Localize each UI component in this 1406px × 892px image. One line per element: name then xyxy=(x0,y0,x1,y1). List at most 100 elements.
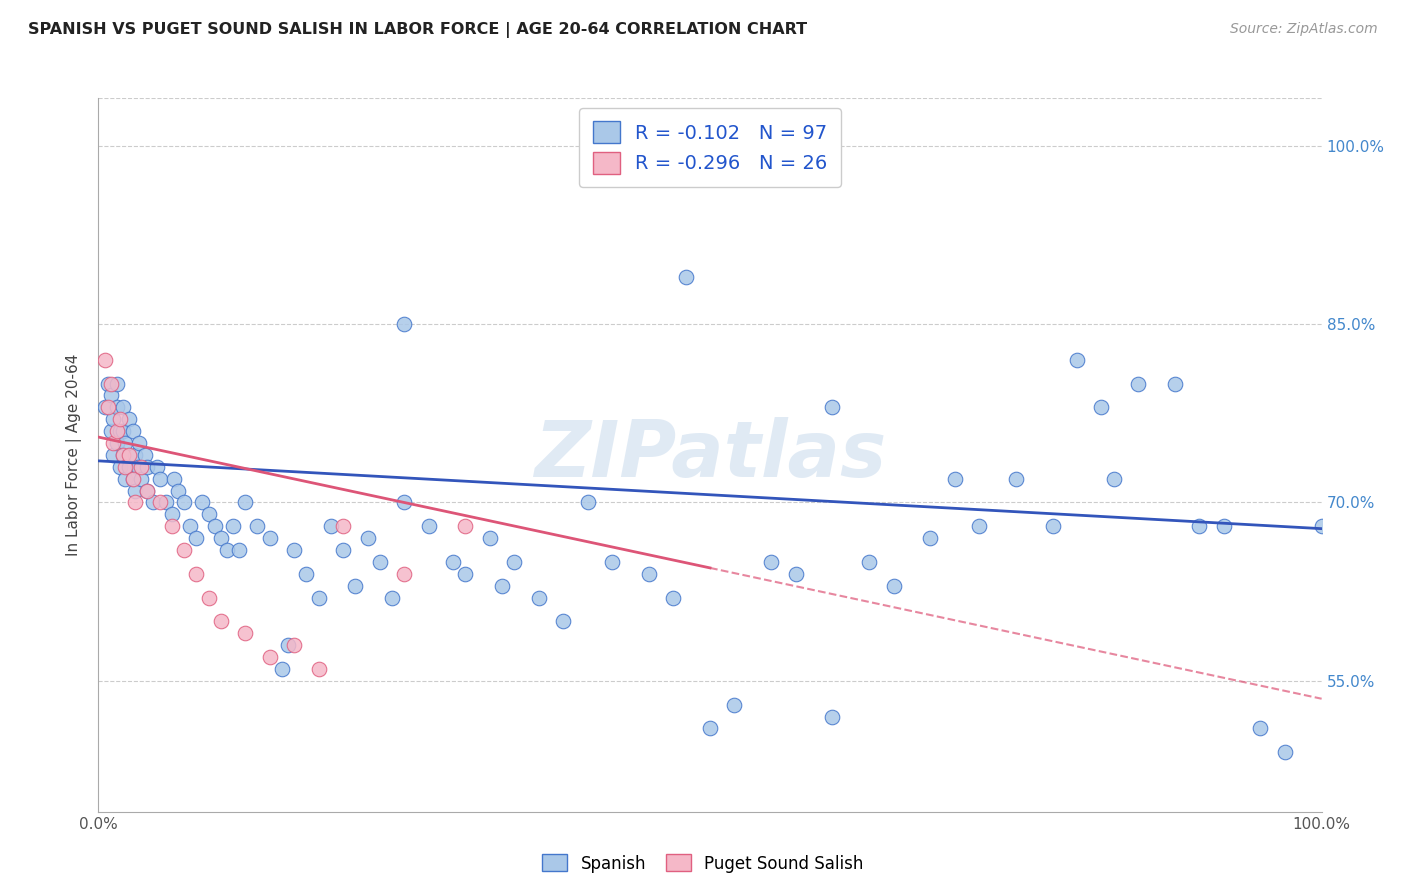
Point xyxy=(270,662,294,676)
Point xyxy=(209,531,232,545)
Point xyxy=(186,531,208,545)
Point xyxy=(943,472,966,486)
Point xyxy=(319,519,342,533)
Point xyxy=(134,448,156,462)
Point xyxy=(883,579,905,593)
Point xyxy=(100,376,122,391)
Point xyxy=(308,662,330,676)
Point xyxy=(191,495,214,509)
Point xyxy=(121,424,143,438)
Point xyxy=(283,638,305,652)
Point xyxy=(1164,376,1187,391)
Point xyxy=(110,412,132,426)
Point xyxy=(100,388,122,402)
Point xyxy=(118,448,141,462)
Point xyxy=(222,519,245,533)
Point xyxy=(163,472,186,486)
Point xyxy=(392,566,416,581)
Point xyxy=(233,495,256,509)
Point xyxy=(356,531,378,545)
Point xyxy=(105,424,128,438)
Point xyxy=(785,566,807,581)
Point xyxy=(186,566,208,581)
Point xyxy=(821,401,844,415)
Point xyxy=(114,472,136,486)
Point xyxy=(160,519,183,533)
Point xyxy=(1274,745,1296,759)
Point xyxy=(101,436,124,450)
Point xyxy=(100,424,122,438)
Point xyxy=(110,459,132,474)
Point xyxy=(149,495,172,509)
Point xyxy=(1310,519,1333,533)
Point xyxy=(308,591,330,605)
Point xyxy=(124,495,146,509)
Text: SPANISH VS PUGET SOUND SALISH IN LABOR FORCE | AGE 20-64 CORRELATION CHART: SPANISH VS PUGET SOUND SALISH IN LABOR F… xyxy=(28,22,807,38)
Point xyxy=(105,436,128,450)
Point xyxy=(197,591,219,605)
Point xyxy=(173,543,195,558)
Point xyxy=(155,495,177,509)
Point xyxy=(179,519,201,533)
Point xyxy=(111,448,134,462)
Point xyxy=(503,555,526,569)
Point xyxy=(1249,722,1271,736)
Point xyxy=(111,448,134,462)
Point xyxy=(553,615,575,629)
Point xyxy=(93,401,115,415)
Point xyxy=(167,483,190,498)
Point xyxy=(111,401,134,415)
Point xyxy=(111,424,134,438)
Point xyxy=(1042,519,1064,533)
Point xyxy=(920,531,942,545)
Point xyxy=(858,555,880,569)
Point xyxy=(600,555,623,569)
Point xyxy=(1090,401,1112,415)
Point xyxy=(101,448,124,462)
Point xyxy=(699,722,721,736)
Point xyxy=(136,483,159,498)
Point xyxy=(110,424,132,438)
Text: ZIPatlas: ZIPatlas xyxy=(534,417,886,493)
Point xyxy=(129,459,152,474)
Point xyxy=(209,615,232,629)
Point xyxy=(295,566,318,581)
Point xyxy=(418,519,440,533)
Point xyxy=(259,531,281,545)
Point xyxy=(173,495,195,509)
Point xyxy=(332,543,354,558)
Point xyxy=(233,626,256,640)
Point xyxy=(1102,472,1125,486)
Point xyxy=(454,519,477,533)
Point xyxy=(576,495,599,509)
Point xyxy=(821,709,844,723)
Legend: Spanish, Puget Sound Salish: Spanish, Puget Sound Salish xyxy=(536,847,870,880)
Point xyxy=(967,519,990,533)
Point xyxy=(128,436,150,450)
Point xyxy=(105,376,128,391)
Point xyxy=(127,459,149,474)
Point xyxy=(118,412,141,426)
Point xyxy=(101,412,124,426)
Point xyxy=(381,591,404,605)
Text: Source: ZipAtlas.com: Source: ZipAtlas.com xyxy=(1230,22,1378,37)
Point xyxy=(1128,376,1150,391)
Point xyxy=(259,650,281,665)
Point xyxy=(146,459,169,474)
Point xyxy=(121,472,143,486)
Point xyxy=(215,543,238,558)
Point xyxy=(368,555,391,569)
Point xyxy=(1188,519,1211,533)
Point xyxy=(114,436,136,450)
Point xyxy=(1066,352,1088,367)
Point xyxy=(121,472,143,486)
Point xyxy=(441,555,464,569)
Legend: R = -0.102   N = 97, R = -0.296   N = 26: R = -0.102 N = 97, R = -0.296 N = 26 xyxy=(579,108,841,187)
Point xyxy=(204,519,226,533)
Point xyxy=(124,483,146,498)
Point xyxy=(105,401,128,415)
Point xyxy=(332,519,354,533)
Point xyxy=(1212,519,1234,533)
Point xyxy=(124,448,146,462)
Point xyxy=(160,508,183,522)
